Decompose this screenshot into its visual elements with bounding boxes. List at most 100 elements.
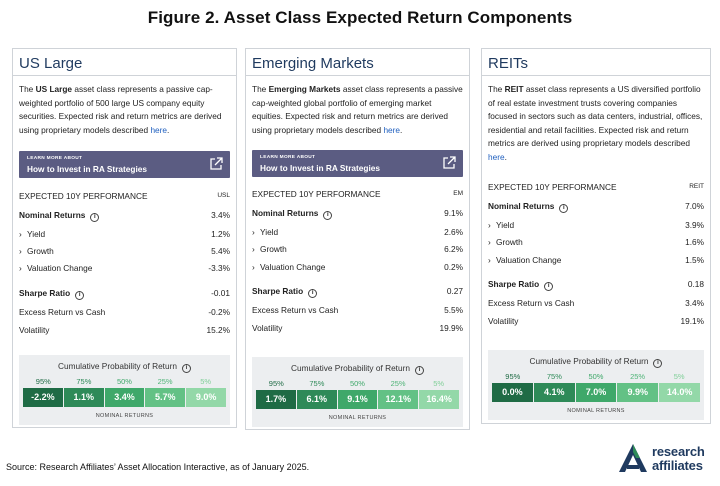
probability-panel: Cumulative Probability of Return i 95% 75%… [19, 355, 230, 425]
divider [13, 75, 236, 76]
prob-cell: 7.0% [575, 383, 617, 402]
prob-cell: 14.0% [659, 383, 700, 402]
chevron-right-icon: › [488, 255, 491, 265]
probability-bar: 1.7% 6.1% 9.1% 12.1% 16.4% [256, 390, 459, 409]
valuation-row[interactable]: › Valuation Change -3.3% [19, 263, 230, 273]
info-icon[interactable]: i [323, 211, 333, 220]
info-icon[interactable]: i [181, 364, 191, 373]
prob-cell: 3.4% [104, 388, 145, 407]
nominal-returns-label: NOMINAL RETURNS [567, 408, 625, 414]
nominal-returns-label: NOMINAL RETURNS [95, 413, 154, 419]
here-link[interactable]: here [488, 151, 505, 162]
valuation-row[interactable]: › Valuation Change 1.5% [488, 255, 704, 265]
learn-more-label: How to Invest in RA Strategies [27, 164, 148, 174]
here-link[interactable]: here [383, 124, 401, 135]
prob-cell: 12.1% [378, 390, 419, 409]
research-affiliates-logo: research affiliates [616, 440, 720, 480]
divider [246, 75, 469, 76]
card-description: The REIT asset class represents a US div… [488, 84, 703, 162]
growth-row[interactable]: › Growth 1.6% [488, 237, 704, 247]
volatility-row: Volatility 15.2% [19, 325, 230, 335]
asset-code: REIT [689, 183, 704, 190]
prob-cell: -2.2% [23, 388, 63, 407]
info-icon[interactable]: i [75, 291, 85, 300]
excess-row: Excess Return vs Cash 3.4% [488, 298, 704, 308]
excess-row: Excess Return vs Cash -0.2% [19, 307, 230, 317]
perf-header: EXPECTED 10Y PERFORMANCE EM [252, 189, 463, 199]
nominal-returns-label: NOMINAL RETURNS [328, 415, 387, 421]
percentile-row: 95% 75% 50% 25% 5% [35, 377, 212, 386]
yield-row[interactable]: › Yield 3.9% [488, 220, 704, 230]
learn-more-button[interactable]: LEARN MORE ABOUT How to Invest in RA Str… [19, 151, 230, 178]
asset-code: USL [217, 192, 230, 199]
probability-bar: 0.0% 4.1% 7.0% 9.9% 14.0% [492, 383, 700, 402]
chevron-right-icon: › [19, 229, 22, 239]
card-title: REITs [488, 55, 529, 72]
source-note: Source: Research Affiliates’ Asset Alloc… [6, 462, 310, 472]
learn-more-small: LEARN MORE ABOUT [27, 156, 83, 161]
perf-header: EXPECTED 10Y PERFORMANCE REIT [488, 182, 704, 192]
yield-row[interactable]: › Yield 1.2% [19, 229, 230, 239]
here-link[interactable]: here [150, 124, 168, 135]
prob-title: Cumulative Probability of Return i [19, 361, 230, 373]
growth-row[interactable]: › Growth 5.4% [19, 246, 230, 256]
logo-icon [619, 444, 647, 472]
learn-more-small: LEARN MORE ABOUT [260, 155, 316, 160]
chevron-right-icon: › [19, 246, 22, 256]
prob-cell: 9.9% [617, 383, 659, 402]
figure-title: Figure 2. Asset Class Expected Return Co… [147, 8, 573, 27]
info-icon[interactable]: i [90, 213, 100, 222]
asset-card-emerging-markets: Emerging Markets The Emerging Markets as… [245, 48, 470, 430]
prob-cell: 16.4% [419, 390, 459, 409]
info-icon[interactable]: i [544, 282, 554, 291]
sharpe-row: Sharpe Ratio i -0.01 [19, 288, 230, 300]
prob-cell: 6.1% [296, 390, 337, 409]
nominal-returns-row: Nominal Returns i 3.4% [19, 210, 230, 222]
info-icon[interactable]: i [559, 204, 569, 213]
card-description: The Emerging Markets asset class represe… [252, 84, 463, 135]
logo-text-affiliates: affiliates [652, 458, 703, 473]
valuation-row[interactable]: › Valuation Change 0.2% [252, 262, 463, 272]
info-icon[interactable]: i [653, 359, 663, 368]
volatility-row: Volatility 19.9% [252, 323, 463, 333]
prob-cell: 9.1% [337, 390, 378, 409]
prob-cell: 1.7% [256, 390, 296, 409]
info-icon[interactable]: i [414, 366, 424, 375]
learn-more-button[interactable]: LEARN MORE ABOUT How to Invest in RA Str… [252, 150, 463, 177]
logo-text-research: research [652, 444, 705, 459]
sharpe-row: Sharpe Ratio i 0.18 [488, 279, 704, 291]
info-icon[interactable]: i [308, 289, 318, 298]
asset-card-reits: REITs The REIT asset class represents a … [481, 48, 711, 424]
asset-card-us-large: US Large The US Large asset class repres… [12, 48, 237, 428]
prob-cell: 4.1% [533, 383, 575, 402]
probability-panel: Cumulative Probability of Return i 95% 75%… [252, 357, 463, 427]
prob-cell: 9.0% [186, 388, 226, 407]
chevron-right-icon: › [488, 237, 491, 247]
nominal-returns-row: Nominal Returns i 9.1% [252, 208, 463, 220]
chevron-right-icon: › [252, 227, 255, 237]
external-link-icon [210, 157, 223, 170]
chevron-right-icon: › [252, 262, 255, 272]
nominal-returns-row: Nominal Returns i 7.0% [488, 201, 704, 213]
volatility-row: Volatility 19.1% [488, 316, 704, 326]
excess-row: Excess Return vs Cash 5.5% [252, 305, 463, 315]
chevron-right-icon: › [19, 263, 22, 273]
card-title: Emerging Markets [252, 55, 374, 72]
chevron-right-icon: › [488, 220, 491, 230]
prob-title: Cumulative Probability of Return i [252, 363, 463, 375]
external-link-icon [443, 156, 456, 169]
prob-title: Cumulative Probability of Return i [488, 356, 704, 368]
percentile-row: 95% 75% 50% 25% 5% [268, 379, 445, 388]
prob-cell: 1.1% [63, 388, 104, 407]
prob-cell: 0.0% [492, 383, 533, 402]
learn-more-label: How to Invest in RA Strategies [260, 163, 381, 173]
asset-code: EM [453, 190, 463, 197]
prob-cell: 5.7% [145, 388, 186, 407]
probability-panel: Cumulative Probability of Return i 95% 75%… [488, 350, 704, 420]
yield-row[interactable]: › Yield 2.6% [252, 227, 463, 237]
growth-row[interactable]: › Growth 6.2% [252, 244, 463, 254]
chevron-right-icon: › [252, 244, 255, 254]
perf-header: EXPECTED 10Y PERFORMANCE USL [19, 191, 230, 201]
divider [482, 75, 710, 76]
card-description: The US Large asset class represents a pa… [19, 84, 222, 135]
